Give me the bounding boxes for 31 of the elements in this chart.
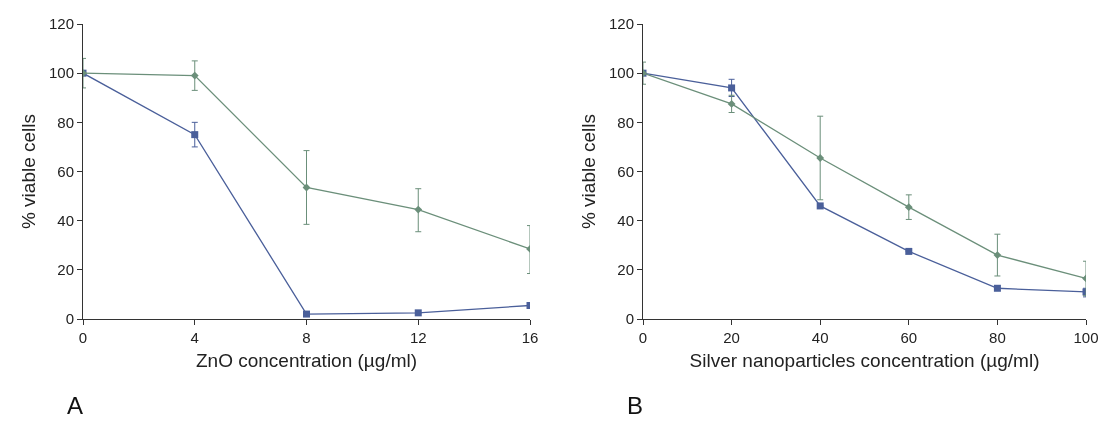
y-tick-label: 0 — [625, 310, 634, 328]
y-tick-label: 120 — [48, 15, 74, 33]
x-tick-label: 12 — [409, 329, 427, 346]
y-tick-label: 40 — [57, 211, 74, 229]
y-tick-label: 40 — [617, 211, 634, 229]
y-tick-label: 100 — [48, 64, 74, 82]
y-axis-title: % viable cells — [577, 113, 599, 230]
y-tick-label: 80 — [617, 113, 634, 131]
y-tick-label: 100 — [608, 64, 634, 82]
y-tick-label: 20 — [57, 261, 74, 279]
text: A — [67, 392, 84, 419]
y-tick-label: 0 — [65, 310, 74, 328]
x-tick-label: 4 — [190, 329, 199, 346]
y-tick-label: 60 — [57, 162, 74, 180]
x-axis-title: Silver nanoparticles concentration (µg/ml) — [689, 349, 1040, 371]
x-axis-title: ZnO concentration (µg/ml) — [195, 349, 418, 371]
x-tick-label: 80 — [989, 329, 1006, 346]
y-tick-label: 120 — [608, 15, 634, 33]
y-tick-label: 60 — [617, 162, 634, 180]
y-tick-label: 20 — [617, 261, 634, 279]
y-tick-label: 80 — [57, 113, 74, 131]
x-tick-label: 0 — [638, 329, 648, 346]
x-tick-label: 40 — [811, 329, 829, 346]
x-tick-label: 8 — [302, 329, 311, 346]
y-axis-title: % viable cells — [17, 113, 39, 230]
x-tick-label: 100 — [1073, 329, 1099, 346]
x-tick-label: 20 — [723, 329, 740, 346]
text: B — [627, 392, 644, 419]
x-tick-label: 60 — [900, 329, 918, 346]
x-tick-label: 0 — [78, 329, 88, 346]
x-tick-label: 16 — [521, 329, 539, 346]
